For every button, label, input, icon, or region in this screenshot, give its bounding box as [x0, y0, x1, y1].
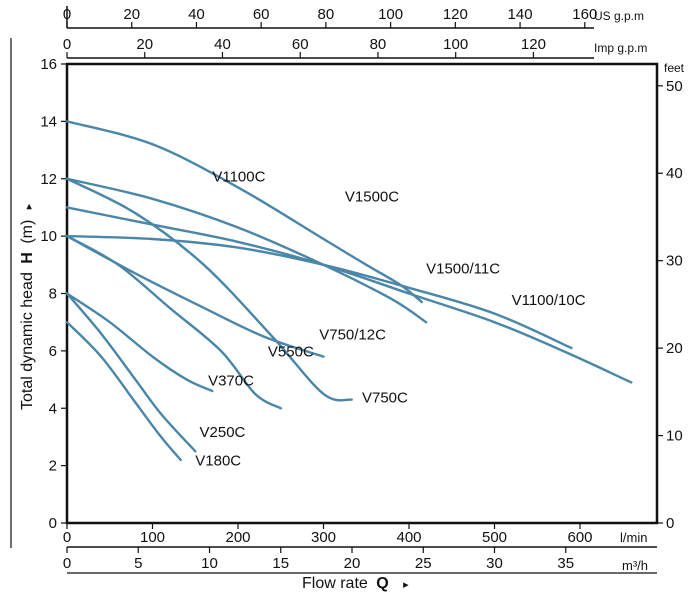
- curve-label: V750C: [362, 390, 408, 407]
- curve-v1500c: [65, 120, 423, 304]
- m3h-tick-label: 35: [557, 555, 574, 572]
- curve-label: V1500C: [345, 189, 399, 206]
- x-tick-label: 200: [225, 529, 250, 546]
- y-tick-label: 12: [40, 171, 57, 188]
- imp-gpm-tick-label: 40: [214, 36, 231, 53]
- us-gpm-tick-label: 120: [443, 6, 468, 23]
- curve-label: V180C: [195, 453, 241, 470]
- feet-tick-label: 20: [666, 340, 683, 357]
- m3h-tick-label: 0: [63, 555, 71, 572]
- curve-labels: V1100C V1500C V1500/11C V1100/10C V750/12C V5…: [195, 169, 585, 470]
- curve-label: V250C: [200, 424, 246, 441]
- curve-v370c: [65, 292, 214, 393]
- x-tick-label: 300: [311, 529, 336, 546]
- y-tick-label: 0: [49, 515, 57, 532]
- us-gpm-tick-label: 60: [253, 6, 270, 23]
- x-tick-label: 0: [63, 529, 71, 546]
- curve-label: V750/12C: [319, 326, 386, 343]
- m3h-tick-label: 25: [415, 555, 432, 572]
- x-tick-label: 400: [396, 529, 421, 546]
- imp-gpm-tick-label: 80: [370, 36, 387, 53]
- imp-gpm-tick-label: 60: [292, 36, 309, 53]
- curve-v180c: [65, 321, 182, 462]
- y-tick-label: 6: [49, 343, 57, 360]
- lmin-unit: l/min: [620, 530, 647, 545]
- feet-tick-label: 30: [666, 253, 683, 270]
- curve-label: V1100/10C: [512, 292, 586, 309]
- m3h-tick-label: 10: [201, 555, 218, 572]
- us-gpm-tick-label: 20: [123, 6, 140, 23]
- y-tick-label: 14: [40, 113, 57, 130]
- us-gpm-tick-label: 160: [572, 6, 597, 23]
- curve-label: V550C: [268, 344, 314, 361]
- y-tick-label: 8: [49, 286, 57, 303]
- m3h-tick-label: 5: [134, 555, 142, 572]
- feet-tick-label: 10: [666, 428, 683, 445]
- imp-gpm-tick-label: 20: [136, 36, 153, 53]
- curve-label: V1500/11C: [426, 260, 500, 277]
- curve-label: V1100C: [212, 169, 265, 186]
- curve-v1100-10c: [65, 234, 573, 350]
- feet-unit: feet: [664, 61, 685, 75]
- y-tick-label: 10: [40, 228, 57, 245]
- curve-v250c: [65, 292, 197, 453]
- x-tick-label: 100: [140, 529, 165, 546]
- m3h-unit: m³/h: [622, 558, 648, 573]
- us-gpm-unit: US g.p.m: [594, 9, 644, 23]
- plot-frame: [10, 6, 659, 574]
- m3h-tick-label: 30: [486, 555, 503, 572]
- y-tick-label: 16: [40, 56, 57, 73]
- us-gpm-tick-label: 0: [63, 6, 71, 23]
- imp-gpm-tick-label: 120: [521, 36, 546, 53]
- m3h-tick-label: 20: [344, 555, 361, 572]
- imp-gpm-unit: Imp g.p.m: [594, 41, 647, 55]
- pump-curves: [65, 120, 633, 462]
- us-gpm-tick-label: 80: [318, 6, 335, 23]
- imp-gpm-tick-label: 0: [63, 36, 71, 53]
- curve-v1100c: [65, 177, 428, 324]
- curve-v750-12c: [65, 234, 325, 358]
- feet-tick-label: 40: [666, 165, 683, 182]
- us-gpm-tick-label: 40: [188, 6, 205, 23]
- y-tick-label: 4: [49, 400, 57, 417]
- us-gpm-tick-label: 100: [378, 6, 403, 23]
- y-tick-label: 2: [49, 458, 57, 475]
- y-axis-title: Total dynamic head H (m) ▸: [19, 203, 36, 410]
- imp-gpm-tick-label: 100: [443, 36, 468, 53]
- x-tick-label: 600: [567, 529, 592, 546]
- feet-tick-label: 0: [666, 515, 674, 532]
- curve-v750c: [65, 177, 353, 402]
- us-gpm-tick-label: 140: [508, 6, 533, 23]
- x-axis-title: Flow rate Q ▸: [302, 575, 409, 592]
- curve-v1500-11c: [65, 206, 633, 384]
- m3h-tick-label: 15: [272, 555, 289, 572]
- curve-label: V370C: [208, 372, 254, 389]
- feet-tick-label: 50: [666, 78, 683, 95]
- x-tick-label: 500: [482, 529, 507, 546]
